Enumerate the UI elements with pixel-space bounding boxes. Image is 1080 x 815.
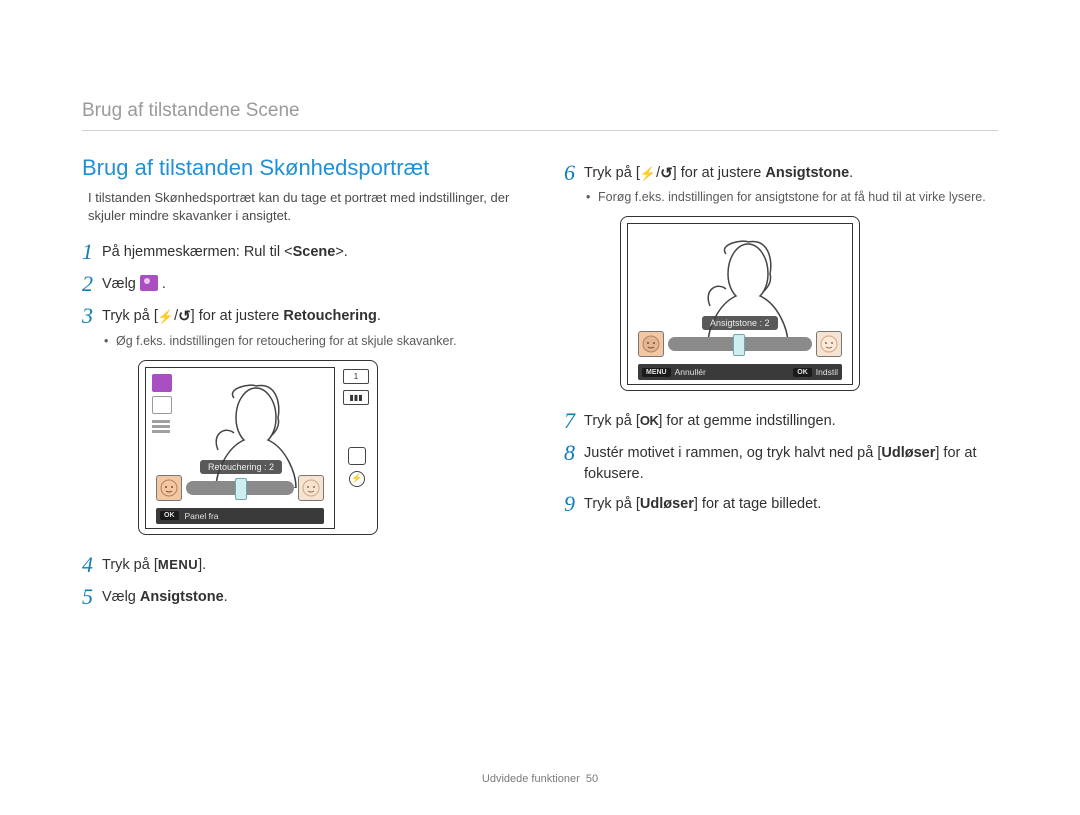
step-body: Tryk på [/] for at justere Retouchering. bbox=[102, 302, 516, 327]
step-4: 4 Tryk på [MENU]. bbox=[82, 551, 516, 577]
step-9: 9 Tryk på [Udløser] for at tage billedet… bbox=[564, 490, 998, 516]
screenshot-1: Retouchering : 2 OK Pane bbox=[138, 360, 516, 535]
screen-footer: MENU Annullér OK Indstil bbox=[638, 364, 842, 380]
face-thumb-dark bbox=[638, 331, 664, 357]
ok-key-icon: OK bbox=[160, 511, 179, 520]
face-thumb-smooth bbox=[298, 475, 324, 501]
menu-key-icon: MENU bbox=[642, 368, 671, 377]
camera-screen: Ansigtstone : 2 MENU bbox=[620, 216, 860, 391]
step-body: Tryk på [MENU]. bbox=[102, 551, 516, 575]
step-body: Tryk på [OK] for at gemme indstillingen. bbox=[584, 407, 998, 431]
left-icons bbox=[152, 374, 172, 433]
slider-track[interactable] bbox=[186, 481, 294, 495]
battery-icon: ▮▮▮ bbox=[343, 390, 369, 405]
counter-badge: 1 bbox=[343, 369, 369, 384]
flash-off-icon: ⚡ bbox=[349, 471, 365, 487]
intro-text: I tilstanden Skønhedsportræt kan du tage… bbox=[88, 189, 516, 224]
slider-track[interactable] bbox=[668, 337, 812, 351]
beauty-mode-icon bbox=[140, 275, 158, 291]
face-thumb-coarse bbox=[156, 475, 182, 501]
footer-right-text: Indstil bbox=[816, 367, 838, 377]
right-icons: 1 ▮▮▮ ⚡ bbox=[343, 367, 371, 528]
af-icon bbox=[348, 447, 366, 465]
step-num: 9 bbox=[564, 490, 584, 516]
camera-screen: Retouchering : 2 OK Pane bbox=[138, 360, 378, 535]
bars-icon bbox=[152, 418, 170, 433]
flash-icon bbox=[158, 307, 174, 327]
step-num: 2 bbox=[82, 270, 102, 296]
step-3: 3 Tryk på [/] for at justere Retoucherin… bbox=[82, 302, 516, 328]
screenshot-2: Ansigtstone : 2 MENU bbox=[620, 216, 998, 391]
timer-icon bbox=[178, 306, 191, 327]
mode-icon bbox=[152, 374, 172, 392]
page-footer: Udvidede funktioner 50 bbox=[0, 773, 1080, 785]
step-body: Tryk på [Udløser] for at tage billedet. bbox=[584, 490, 998, 514]
step-body: På hjemmeskærmen: Rul til <Scene>. bbox=[102, 238, 516, 262]
step-8: 8 Justér motivet i rammen, og tryk halvt… bbox=[564, 439, 998, 484]
footer-text: Panel fra bbox=[185, 511, 219, 521]
step-6-bullet: Forøg f.eks. indstillingen for ansigtsto… bbox=[598, 189, 998, 206]
step-7: 7 Tryk på [OK] for at gemme indstillinge… bbox=[564, 407, 998, 433]
step-body: Justér motivet i rammen, og tryk halvt n… bbox=[584, 439, 998, 484]
timer-icon bbox=[660, 163, 673, 184]
flash-icon bbox=[640, 164, 656, 184]
slider[interactable] bbox=[156, 472, 324, 504]
step-6: 6 Tryk på [/] for at justere Ansigtstone… bbox=[564, 159, 998, 185]
menu-key-icon: MENU bbox=[158, 556, 198, 574]
slider[interactable] bbox=[638, 328, 842, 360]
col-left: Brug af tilstanden Skønhedsportræt I til… bbox=[82, 155, 516, 755]
step-num: 1 bbox=[82, 238, 102, 264]
step-body: Tryk på [/] for at justere Ansigtstone. bbox=[584, 159, 998, 184]
footer-left-text: Annullér bbox=[675, 367, 706, 377]
step-num: 8 bbox=[564, 439, 584, 465]
step-body: Vælg Ansigtstone. bbox=[102, 583, 516, 607]
viewfinder: Ansigtstone : 2 MENU bbox=[627, 223, 853, 385]
face-thumb-light bbox=[816, 331, 842, 357]
step-body: Vælg . bbox=[102, 270, 516, 294]
col-right: 6 Tryk på [/] for at justere Ansigtstone… bbox=[564, 155, 998, 755]
viewfinder: Retouchering : 2 OK Pane bbox=[145, 367, 335, 529]
breadcrumb: Brug af tilstandene Scene bbox=[82, 100, 300, 122]
step-num: 6 bbox=[564, 159, 584, 185]
step-2: 2 Vælg . bbox=[82, 270, 516, 296]
step-3-bullet: Øg f.eks. indstillingen for retouchering… bbox=[116, 333, 516, 350]
columns: Brug af tilstanden Skønhedsportræt I til… bbox=[82, 155, 998, 755]
step-num: 4 bbox=[82, 551, 102, 577]
step-num: 3 bbox=[82, 302, 102, 328]
step-5: 5 Vælg Ansigtstone. bbox=[82, 583, 516, 609]
screen-footer: OK Panel fra bbox=[156, 508, 324, 524]
step-num: 5 bbox=[82, 583, 102, 609]
page: Brug af tilstandene Scene Brug af tilsta… bbox=[0, 0, 1080, 815]
focus-icon bbox=[152, 396, 172, 414]
divider bbox=[82, 130, 998, 131]
step-1: 1 På hjemmeskærmen: Rul til <Scene>. bbox=[82, 238, 516, 264]
step-num: 7 bbox=[564, 407, 584, 433]
ok-key-icon: OK bbox=[793, 368, 812, 377]
page-title: Brug af tilstanden Skønhedsportræt bbox=[82, 155, 516, 181]
ok-key-icon: OK bbox=[640, 412, 659, 430]
